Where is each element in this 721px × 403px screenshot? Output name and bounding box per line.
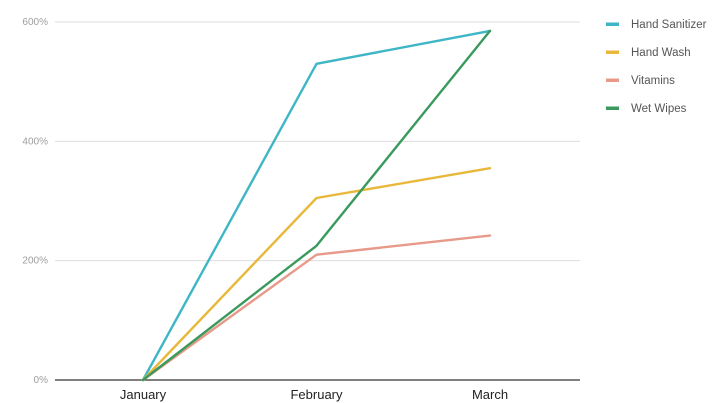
series-line-wet-wipes — [141, 29, 492, 382]
legend-swatch — [606, 22, 619, 26]
series-lines — [141, 29, 492, 382]
legend-label: Wet Wipes — [631, 103, 687, 115]
x-tick-label: January — [120, 387, 167, 402]
y-tick-label: 600% — [22, 17, 48, 28]
legend-swatch — [606, 106, 619, 110]
y-axis-ticks: 0% 200% 400% 600% — [22, 17, 48, 386]
y-tick-label: 200% — [22, 256, 48, 267]
legend-label: Hand Sanitizer — [631, 19, 707, 31]
x-tick-label: March — [472, 387, 508, 402]
legend-swatch — [606, 50, 619, 54]
y-tick-label: 0% — [34, 375, 49, 386]
legend: Hand Sanitizer Hand Wash Vitamins Wet Wipes — [606, 19, 707, 115]
legend-swatch — [606, 78, 619, 82]
grid-lines — [55, 21, 580, 262]
legend-label: Hand Wash — [631, 47, 691, 59]
series-line-hand-sanitizer — [141, 29, 492, 382]
legend-label: Vitamins — [631, 75, 675, 87]
series-line-vitamins — [141, 234, 492, 382]
series-line-hand-wash — [141, 166, 492, 382]
y-tick-label: 400% — [22, 136, 48, 147]
x-tick-label: February — [290, 387, 343, 402]
x-axis-ticks: January February March — [120, 387, 508, 402]
